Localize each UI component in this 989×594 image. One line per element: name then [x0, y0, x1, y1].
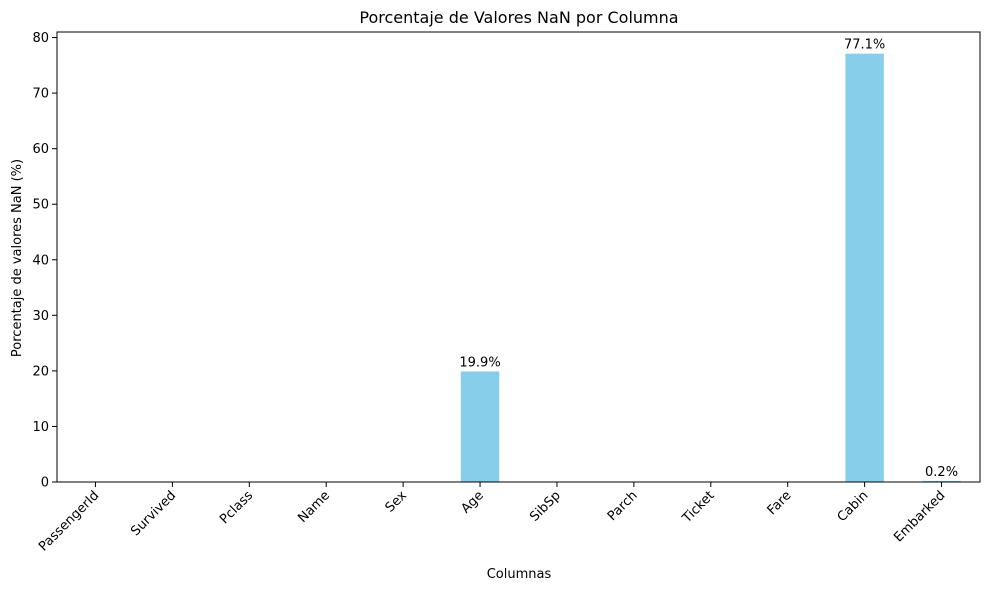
x-tick-label-ticket: Ticket — [679, 488, 718, 527]
x-tick-label-cabin: Cabin — [835, 488, 872, 525]
x-tick-label-passengerid: PassengerId — [36, 488, 102, 554]
bar-embarked — [922, 480, 961, 482]
y-axis-label: Porcentaje de valores NaN (%) — [10, 159, 25, 357]
x-tick-label-sex: Sex — [383, 488, 411, 516]
x-tick-label-fare: Fare — [765, 488, 795, 518]
x-tick-label-pclass: Pclass — [217, 488, 256, 527]
data-labels-group: 19.9% 77.1% 0.2% — [459, 38, 958, 480]
x-axis-label: Columnas — [487, 567, 552, 582]
y-tick-label: 70 — [32, 87, 49, 102]
bars-group — [460, 53, 961, 483]
x-tick-label-survived: Survived — [128, 488, 179, 539]
bar-cabin — [845, 53, 884, 483]
x-tick-label-age: Age — [458, 488, 486, 516]
x-tick-label-embarked: Embarked — [891, 488, 948, 545]
x-tick-label-name: Name — [295, 488, 333, 526]
x-tick-label-sibsp: SibSp — [527, 488, 564, 525]
plot-frame — [56, 31, 981, 483]
chart-title: Porcentaje de Valores NaN por Columna — [359, 8, 678, 27]
y-tick-label: 20 — [32, 364, 49, 379]
data-label-embarked: 0.2% — [925, 465, 958, 480]
y-tick-label: 0 — [41, 476, 49, 491]
x-tick-label-parch: Parch — [605, 488, 641, 524]
data-label-age: 19.9% — [459, 355, 500, 370]
y-axis: 0 10 20 30 40 50 60 70 80 — [32, 31, 57, 491]
y-tick-label: 80 — [32, 31, 49, 46]
x-axis: PassengerId Survived Pclass Name Sex Age SibSp… — [36, 482, 948, 554]
y-tick-label: 60 — [32, 142, 49, 157]
y-tick-label: 50 — [32, 198, 49, 213]
y-tick-label: 40 — [32, 253, 49, 268]
data-label-cabin: 77.1% — [844, 38, 885, 53]
bar-age — [460, 371, 500, 482]
y-tick-label: 10 — [32, 420, 49, 435]
y-tick-label: 30 — [32, 309, 49, 324]
